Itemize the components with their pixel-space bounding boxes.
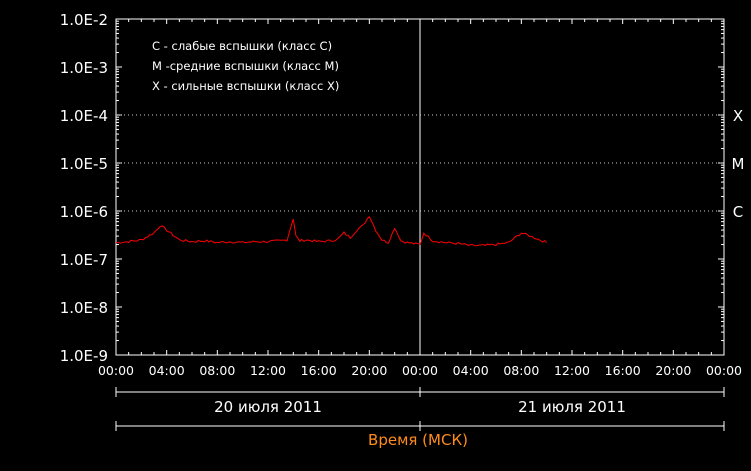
legend-entry: C - слабые вспышки (класс C) (152, 39, 332, 53)
y-tick-label: 1.0E-6 (60, 203, 108, 221)
legend-entry: M -средние вспышки (класс M) (152, 59, 339, 73)
x-tick-label: 00:00 (98, 363, 134, 378)
x-tick-label: 00:00 (706, 363, 742, 378)
x-tick-label: 04:00 (453, 363, 489, 378)
y-tick-label: 1.0E-7 (60, 251, 108, 269)
x-tick-label: 12:00 (250, 363, 286, 378)
y-tick-label: 1.0E-5 (60, 155, 108, 173)
x-tick-label: 04:00 (149, 363, 185, 378)
x-tick-label: 20:00 (351, 363, 387, 378)
flux-series-line (115, 215, 548, 247)
class-label: M (732, 155, 745, 173)
class-label: C (733, 203, 743, 221)
x-tick-label: 08:00 (199, 363, 235, 378)
y-tick-label: 1.0E-8 (60, 299, 108, 317)
x-axis-label: Время (МСК) (368, 431, 468, 449)
x-tick-label: 00:00 (402, 363, 438, 378)
x-tick-label: 16:00 (605, 363, 641, 378)
x-tick-label: 08:00 (503, 363, 539, 378)
y-tick-label: 1.0E-4 (60, 107, 108, 125)
x-tick-label: 16:00 (301, 363, 337, 378)
y-tick-label: 1.0E-2 (60, 11, 108, 29)
legend-entry: X - сильные вспышки (класс X) (152, 79, 339, 93)
date-label: 21 июля 2011 (518, 398, 626, 416)
y-tick-label: 1.0E-9 (60, 347, 108, 365)
x-tick-label: 12:00 (554, 363, 590, 378)
x-tick-label: 20:00 (655, 363, 691, 378)
class-label: X (733, 107, 743, 125)
date-label: 20 июля 2011 (214, 398, 322, 416)
y-tick-label: 1.0E-3 (60, 59, 108, 77)
